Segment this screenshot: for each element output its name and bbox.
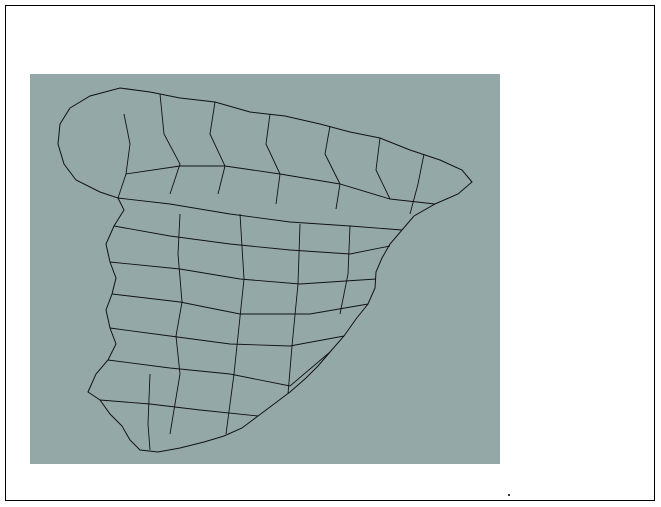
province-borders: [99, 93, 436, 451]
map-canvas: [57, 87, 473, 453]
coastline: [57, 87, 473, 453]
stray-dot: [508, 494, 510, 496]
spain-radiation-map: [30, 74, 500, 464]
